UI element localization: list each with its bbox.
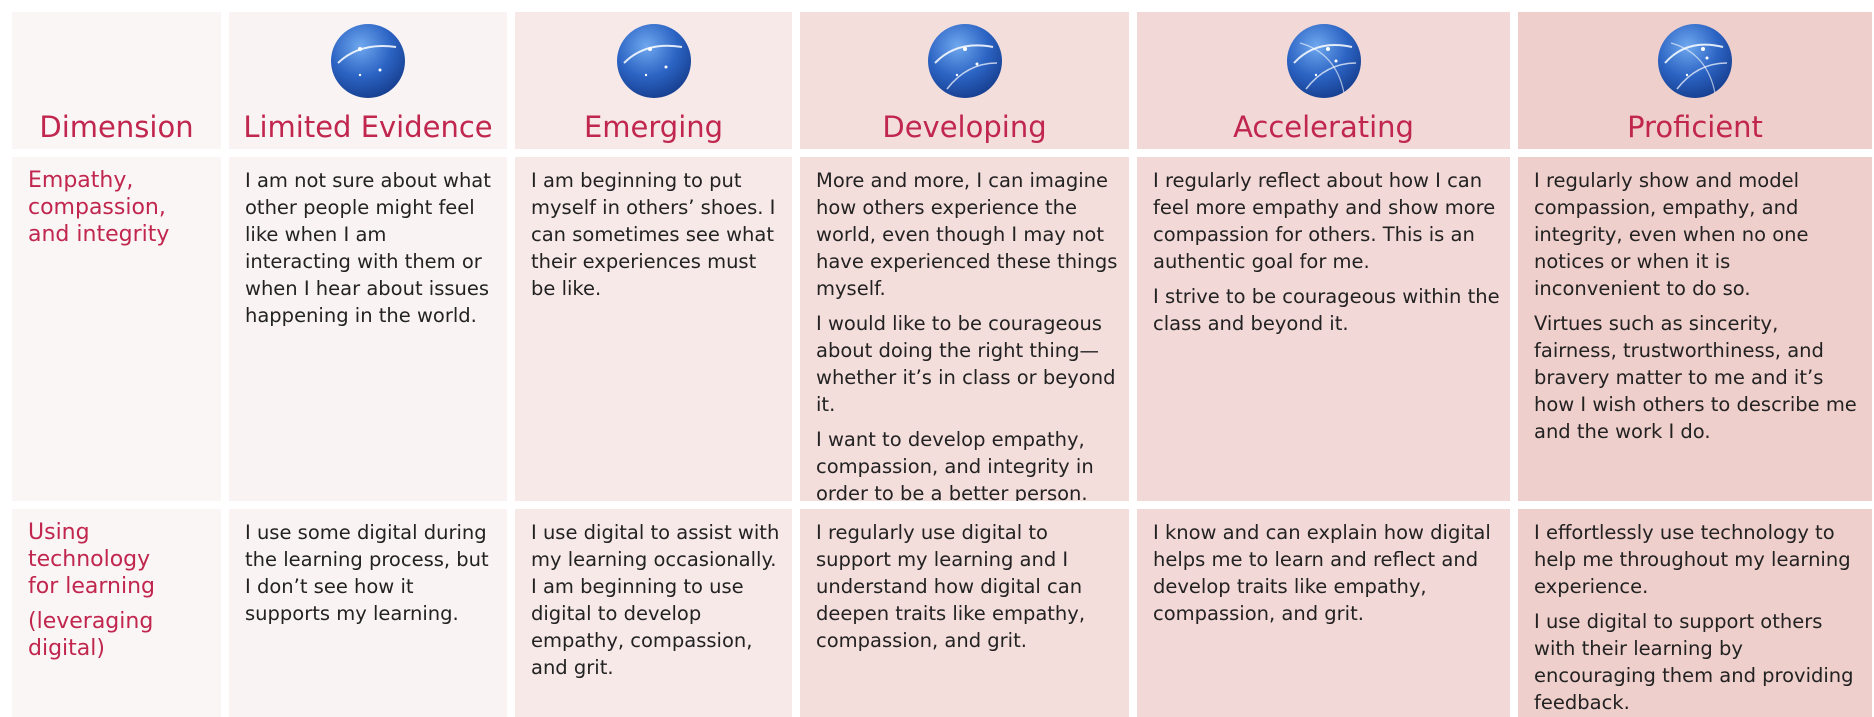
descriptor-text: I am beginning to put myself in others’ … [531,169,776,300]
descriptor-text: I regularly reflect about how I can feel… [1153,169,1496,273]
rubric-cell: More and more, I can imagine how others … [800,157,1129,501]
descriptor-text: I am not sure about what other people mi… [245,169,491,327]
globe-icon [616,24,691,98]
rubric-cell: I am beginning to put myself in others’ … [515,157,792,501]
header-cell: Dimension [12,12,221,149]
globe-icon [1658,24,1732,98]
globe-icon [1286,24,1361,98]
descriptor-text: I use digital to assist with my learning… [531,521,780,679]
header-cell: Proficient [1518,12,1872,149]
descriptor-text: I use digital to support others with the… [1534,610,1854,714]
descriptor-text: I use some digital during the learning p… [245,521,489,625]
dimension-label: Using technology for learning [28,520,155,599]
rubric-cell: I regularly reflect about how I can feel… [1137,157,1510,501]
rubric-cell: I effortlessly use technology to help me… [1518,509,1872,717]
column-header: Developing [882,110,1047,144]
globe-icon [331,24,405,98]
rubric-cell: I regularly use digital to support my le… [800,509,1129,717]
descriptor-text: More and more, I can imagine how others … [816,169,1118,300]
descriptor-text: Virtues such as sincerity, fairness, tru… [1534,312,1857,443]
column-header: Accelerating [1233,110,1414,144]
rubric-cell: I am not sure about what other people mi… [229,157,507,501]
descriptor-text: I regularly show and model compassion, e… [1534,169,1809,300]
rubric-cell: I know and can explain how digital helps… [1137,509,1510,717]
descriptor-text: I know and can explain how digital helps… [1153,521,1491,625]
descriptor-text: I want to develop empathy, compassion, a… [816,428,1094,501]
header-cell: Developing [800,12,1129,149]
globe-icon [927,24,1002,98]
header-cell: Limited Evidence [229,12,507,149]
descriptor-text: I strive to be courageous within the cla… [1153,285,1500,335]
column-header: Dimension [39,110,194,144]
column-header: Limited Evidence [243,110,493,144]
dimension-cell: Using technology for learning (leveraging… [12,509,221,717]
dimension-label: Empathy, compassion, and integrity [28,168,170,247]
rubric-cell: I regularly show and model compassion, e… [1518,157,1872,501]
column-header: Proficient [1627,110,1763,144]
descriptor-text: I would like to be courageous about doin… [816,312,1116,416]
rubric-cell: I use some digital during the learning p… [229,509,507,717]
descriptor-text: I regularly use digital to support my le… [816,521,1086,652]
rubric-cell: I use digital to assist with my learning… [515,509,792,717]
descriptor-text: I effortlessly use technology to help me… [1534,521,1851,598]
header-cell: Accelerating [1137,12,1510,149]
header-cell: Emerging [515,12,792,149]
column-header: Emerging [583,110,724,144]
dimension-cell: Empathy, compassion, and integrity [12,157,221,501]
dimension-label: (leveraging digital) [28,609,154,661]
